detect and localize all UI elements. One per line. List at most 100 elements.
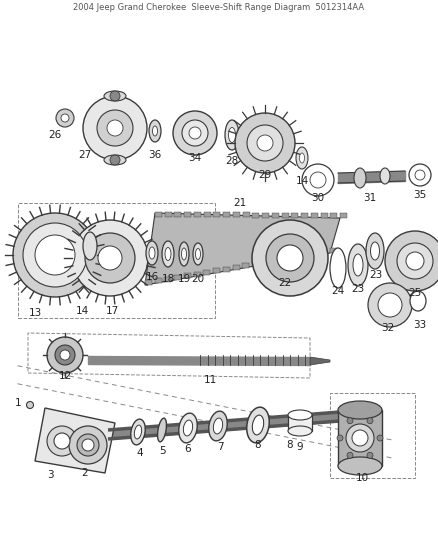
Text: 21: 21	[233, 198, 247, 208]
Text: 34: 34	[188, 153, 201, 163]
Ellipse shape	[149, 120, 161, 142]
Circle shape	[23, 223, 87, 287]
Circle shape	[368, 283, 412, 327]
Circle shape	[189, 127, 201, 139]
Bar	[174, 275, 181, 280]
Ellipse shape	[371, 242, 379, 260]
Ellipse shape	[195, 248, 201, 260]
Bar	[301, 213, 308, 218]
Bar	[252, 262, 259, 266]
Ellipse shape	[149, 247, 155, 259]
Circle shape	[47, 337, 83, 373]
Text: 6: 6	[185, 444, 191, 454]
Ellipse shape	[165, 247, 171, 261]
Ellipse shape	[338, 457, 382, 475]
Bar	[252, 213, 259, 217]
Bar	[194, 272, 201, 277]
Text: 36: 36	[148, 150, 162, 160]
Circle shape	[378, 293, 402, 317]
Ellipse shape	[158, 418, 166, 442]
Text: 31: 31	[364, 193, 377, 203]
Ellipse shape	[296, 147, 308, 169]
Ellipse shape	[179, 413, 197, 443]
Bar	[203, 270, 210, 275]
Polygon shape	[35, 408, 115, 473]
Circle shape	[310, 172, 326, 188]
Bar	[330, 248, 337, 253]
Bar	[330, 213, 337, 218]
Ellipse shape	[184, 420, 193, 436]
Bar	[242, 263, 249, 268]
Circle shape	[257, 135, 273, 151]
Ellipse shape	[104, 155, 126, 165]
Circle shape	[47, 426, 77, 456]
Circle shape	[409, 164, 431, 186]
Ellipse shape	[83, 232, 97, 260]
Ellipse shape	[338, 401, 382, 419]
Text: 23: 23	[351, 284, 364, 294]
Bar	[213, 212, 220, 217]
Text: 32: 32	[381, 323, 395, 333]
Ellipse shape	[152, 126, 158, 136]
Text: 10: 10	[356, 473, 368, 483]
Circle shape	[98, 246, 122, 270]
Bar	[165, 212, 172, 217]
Polygon shape	[310, 357, 330, 365]
Circle shape	[377, 435, 383, 441]
Circle shape	[182, 120, 208, 146]
Ellipse shape	[229, 127, 236, 142]
Bar	[272, 213, 279, 217]
Text: 2004 Jeep Grand Cherokee  Sleeve-Shift Range Diagram  5012314AA: 2004 Jeep Grand Cherokee Sleeve-Shift Ra…	[74, 3, 364, 12]
Text: 7: 7	[217, 442, 223, 452]
Ellipse shape	[225, 120, 239, 150]
Text: 28: 28	[226, 156, 239, 166]
Ellipse shape	[193, 243, 203, 265]
Ellipse shape	[181, 248, 187, 260]
Circle shape	[173, 111, 217, 155]
Bar	[311, 213, 318, 218]
Circle shape	[367, 418, 373, 424]
Circle shape	[97, 110, 133, 146]
Circle shape	[337, 435, 343, 441]
Bar	[291, 255, 298, 260]
Ellipse shape	[252, 415, 264, 435]
Bar	[338, 410, 382, 466]
Bar	[184, 212, 191, 217]
Bar	[184, 273, 191, 278]
Bar	[262, 260, 269, 265]
Ellipse shape	[162, 241, 174, 267]
Text: 19: 19	[177, 274, 191, 284]
Text: 8: 8	[254, 440, 261, 450]
Ellipse shape	[353, 254, 363, 276]
Text: 11: 11	[203, 375, 217, 385]
Text: 14: 14	[295, 176, 309, 186]
Ellipse shape	[179, 242, 189, 266]
Bar	[301, 253, 308, 258]
Bar	[321, 213, 328, 218]
Circle shape	[54, 433, 70, 449]
Text: 14: 14	[75, 306, 88, 316]
Circle shape	[77, 434, 99, 456]
Circle shape	[347, 453, 353, 458]
Circle shape	[85, 233, 135, 283]
Circle shape	[110, 91, 120, 101]
Circle shape	[252, 220, 328, 296]
Text: 30: 30	[311, 193, 325, 203]
Circle shape	[406, 252, 424, 270]
Circle shape	[415, 170, 425, 180]
Text: 29: 29	[258, 170, 272, 180]
Bar	[204, 212, 211, 217]
Circle shape	[397, 243, 433, 279]
Circle shape	[110, 155, 120, 165]
Ellipse shape	[348, 244, 368, 286]
Circle shape	[83, 96, 147, 160]
Text: 3: 3	[47, 470, 53, 480]
Bar	[311, 252, 318, 256]
Bar	[233, 265, 240, 270]
Circle shape	[235, 113, 295, 173]
Circle shape	[72, 220, 148, 296]
Bar	[223, 212, 230, 217]
Bar	[262, 213, 269, 217]
Ellipse shape	[288, 426, 312, 436]
Circle shape	[247, 125, 283, 161]
